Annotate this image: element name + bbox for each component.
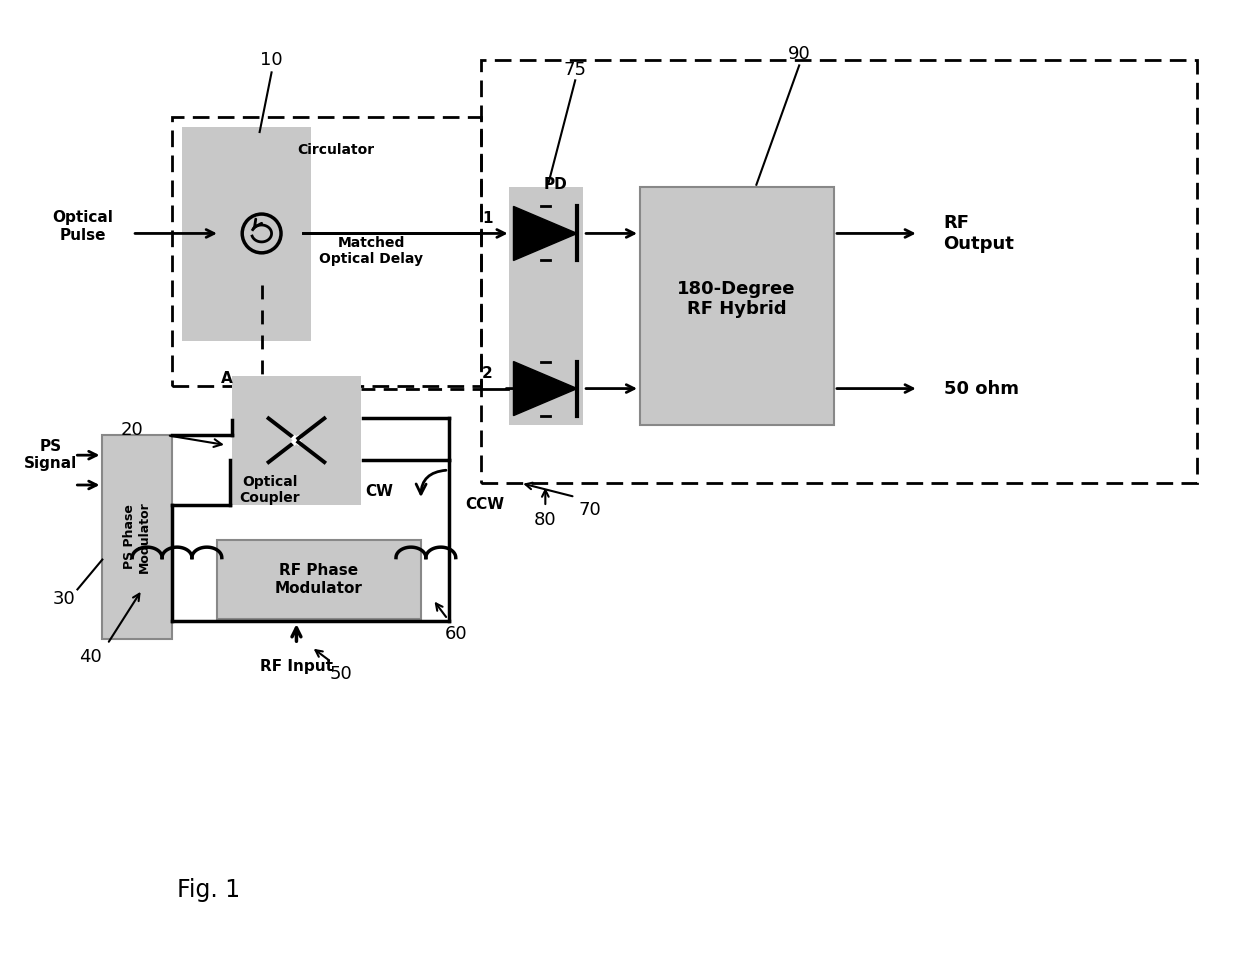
Text: RF
Output: RF Output — [944, 214, 1014, 253]
Text: Fig. 1: Fig. 1 — [177, 878, 241, 902]
Text: 50 ohm: 50 ohm — [944, 379, 1018, 398]
Text: 2: 2 — [482, 366, 494, 381]
Bar — [217, 539, 420, 619]
Bar — [103, 435, 172, 640]
Bar — [172, 117, 481, 386]
Text: Optical
Coupler: Optical Coupler — [239, 475, 300, 505]
Text: PS Phase
Modulator: PS Phase Modulator — [123, 501, 151, 573]
Text: 70: 70 — [579, 501, 601, 519]
Text: 1: 1 — [482, 211, 492, 226]
Text: 75: 75 — [564, 61, 587, 80]
Text: 30: 30 — [53, 590, 76, 608]
Text: 50: 50 — [330, 665, 352, 683]
Text: 80: 80 — [534, 511, 557, 529]
Text: PD: PD — [543, 177, 567, 192]
Text: 90: 90 — [787, 46, 811, 63]
Polygon shape — [513, 206, 577, 260]
Text: Circulator: Circulator — [298, 143, 374, 156]
Polygon shape — [513, 362, 577, 416]
Text: CW: CW — [365, 484, 393, 500]
Bar — [640, 187, 835, 426]
Text: 60: 60 — [444, 625, 467, 643]
Text: 180-Degree
RF Hybrid: 180-Degree RF Hybrid — [677, 280, 796, 319]
Text: RF Input: RF Input — [260, 659, 334, 674]
Text: A: A — [221, 371, 233, 386]
Text: 20: 20 — [120, 421, 144, 439]
Text: Matched
Optical Delay: Matched Optical Delay — [319, 236, 423, 266]
Bar — [232, 375, 361, 504]
Text: 40: 40 — [79, 648, 102, 666]
Text: 10: 10 — [260, 52, 283, 69]
Bar — [182, 127, 311, 341]
Text: CCW: CCW — [466, 498, 505, 512]
Bar — [508, 187, 583, 426]
Bar — [481, 60, 1198, 483]
Text: PS
Signal: PS Signal — [24, 439, 77, 471]
Text: Optical
Pulse: Optical Pulse — [52, 210, 113, 243]
Text: RF Phase
Modulator: RF Phase Modulator — [274, 563, 362, 596]
